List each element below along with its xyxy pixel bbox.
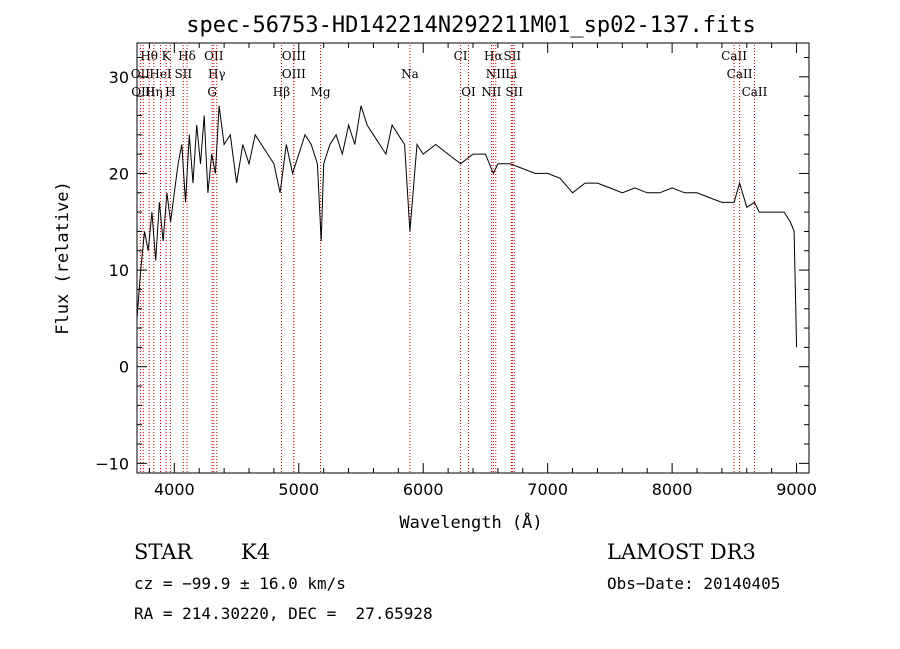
spectrum-line [136, 105, 798, 348]
plot-frame [136, 42, 810, 474]
obs-date: Obs−Date: 20140405 [607, 574, 781, 593]
spectral-line-label: Hθ [140, 49, 158, 63]
spectral-line-label: CaII [727, 67, 753, 81]
redshift-cz: cz = −99.9 ± 16.0 km/s [134, 574, 346, 593]
spectral-line-label: CaII [721, 49, 747, 63]
spectral-line-label: Hα [484, 49, 503, 63]
spectral-line-label: CaII [742, 85, 768, 99]
spectral-line-label: SII [505, 85, 523, 99]
spectral-line-label: Li [505, 67, 517, 81]
spectral-line-label: H [165, 85, 175, 99]
spectral-line-label: K [162, 49, 172, 63]
subclass-label: K4 [241, 540, 271, 564]
spectral-line-label: OII [204, 49, 224, 63]
spectral-line-label: NII [486, 67, 506, 81]
spectral-line-label: Mg [311, 85, 331, 99]
spectral-line-label: HeI [149, 67, 172, 81]
spectral-line-label: G [207, 85, 217, 99]
spectral-line-label: SII [174, 67, 192, 81]
class-label: STAR [134, 540, 193, 564]
y-tick-label: 0 [119, 358, 129, 377]
spectral-line-label: OIII [282, 49, 306, 63]
spectral-line-label: OIII [131, 85, 155, 99]
x-tick-label: 8000 [652, 480, 693, 499]
spectral-line-label: NII [481, 85, 501, 99]
x-tick-label: 7000 [527, 480, 568, 499]
spectral-line-label: OI [461, 85, 476, 99]
spectral-line-label: Na [401, 67, 419, 81]
x-axis-label: Wavelength (Å) [399, 511, 542, 533]
spectral-line-label: SII [503, 49, 521, 63]
y-tick-label: 20 [109, 164, 129, 183]
y-axis-label: Flux (relative) [53, 181, 73, 335]
spectral-line-label: Hη [145, 85, 163, 99]
axis-ticks-layer: 4000 5000 6000 7000 8000 9000 −10 0 10 20 30 [95, 43, 817, 499]
x-tick-label: 5000 [278, 480, 319, 499]
chart-title: spec-56753-HD142214N292211M01_sp02-137.f… [186, 13, 756, 38]
y-tick-label: 30 [109, 68, 129, 87]
x-tick-label: 6000 [403, 480, 444, 499]
y-tick-label: 10 [109, 261, 129, 280]
spectral-line-label: Hγ [208, 67, 226, 81]
x-tick-label: 9000 [776, 480, 817, 499]
spectral-line-label: Hβ [273, 85, 290, 99]
y-tick-label: −10 [95, 454, 129, 473]
survey-label: LAMOST DR3 [607, 540, 756, 564]
spectral-line-label: CI [454, 49, 468, 63]
x-tick-label: 4000 [154, 480, 195, 499]
spectral-line-label: Hδ [178, 49, 196, 63]
spectral-line-label: OII [131, 67, 151, 81]
spectral-line-label: OIII [282, 67, 306, 81]
coordinates: RA = 214.30220, DEC = 27.65928 [134, 604, 433, 623]
